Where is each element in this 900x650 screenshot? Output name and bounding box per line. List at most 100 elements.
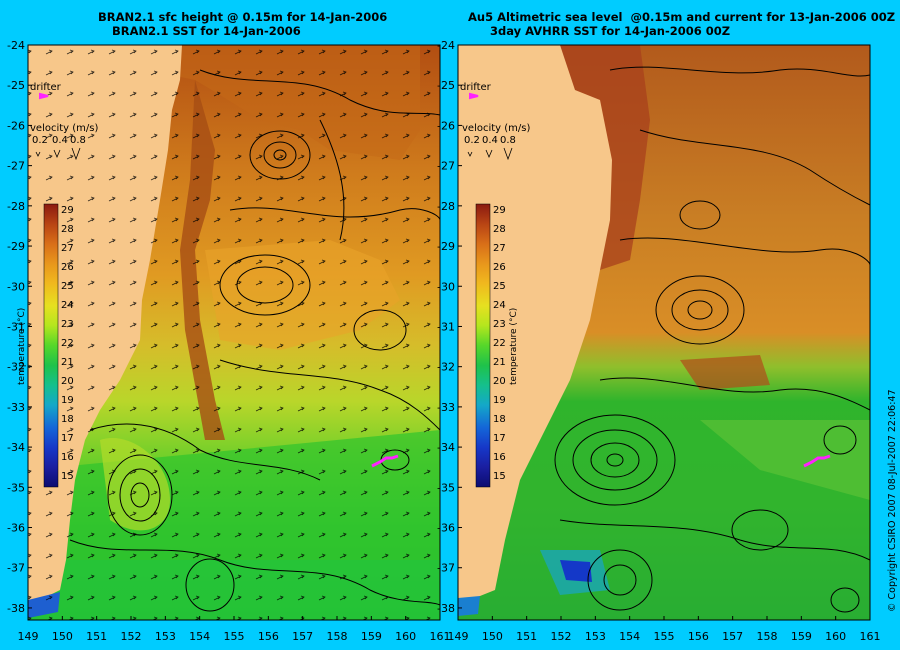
- cbar-tick: 18: [493, 414, 506, 425]
- lon-tick-label: 159: [791, 630, 812, 643]
- left-color-bar: [43, 203, 59, 488]
- lon-tick-label: 155: [224, 630, 245, 643]
- lon-tick-label: 158: [757, 630, 778, 643]
- lat-tick-label: -30: [437, 280, 455, 293]
- left-panel-title: BRAN2.1 sfc height @ 0.15m for 14-Jan-20…: [98, 10, 387, 38]
- cbar-tick: 21: [61, 357, 74, 368]
- lon-tick-label: 155: [654, 630, 675, 643]
- lon-tick-label: 154: [619, 630, 640, 643]
- right-velocity-value-2: 0.4: [482, 135, 498, 146]
- lat-tick-label: -35: [437, 481, 455, 494]
- lon-tick-label: 151: [516, 630, 537, 643]
- cbar-tick: 22: [493, 338, 506, 349]
- left-velocity-label: velocity (m/s): [30, 123, 98, 134]
- lat-tick-label: -24: [437, 39, 455, 52]
- lon-tick-label: 160: [825, 630, 846, 643]
- cbar-tick: 26: [493, 262, 506, 273]
- lon-tick-label: 157: [722, 630, 743, 643]
- left-temperature-label: temperature (°C): [17, 308, 27, 385]
- cbar-tick: 23: [493, 319, 506, 330]
- cbar-tick: 22: [61, 338, 74, 349]
- lon-tick-label: 158: [327, 630, 348, 643]
- lat-tick-label: -37: [7, 562, 25, 575]
- lat-tick-label: -34: [7, 441, 25, 454]
- lat-tick-label: -26: [7, 119, 25, 132]
- lat-tick-label: -26: [437, 119, 455, 132]
- lon-tick-label: 151: [86, 630, 107, 643]
- cbar-tick: 24: [493, 300, 506, 311]
- lon-tick-label: 153: [155, 630, 176, 643]
- right-velocity-label: velocity (m/s): [462, 123, 530, 134]
- left-map-panel: [28, 45, 441, 620]
- cbar-tick: 27: [493, 243, 506, 254]
- cbar-tick: 25: [493, 281, 506, 292]
- left-velocity-value-1: 0.2: [32, 135, 48, 146]
- cbar-tick: 29: [61, 205, 74, 216]
- left-velocity-arrows: [35, 147, 81, 161]
- lat-tick-label: -27: [437, 160, 455, 173]
- lat-tick-label: -29: [437, 240, 455, 253]
- right-velocity-value-3: 0.8: [500, 135, 516, 146]
- cbar-tick: 18: [61, 414, 74, 425]
- left-velocity-value-3: 0.8: [70, 135, 86, 146]
- lon-tick-label: 150: [482, 630, 503, 643]
- lat-tick-label: -38: [7, 602, 25, 615]
- lat-tick-label: -31: [7, 320, 25, 333]
- cbar-tick: 25: [61, 281, 74, 292]
- lon-tick-label: 154: [189, 630, 210, 643]
- lat-tick-label: -36: [7, 522, 25, 535]
- lon-tick-label: 161: [430, 630, 451, 643]
- right-velocity-arrows: [467, 147, 513, 161]
- lat-tick-label: -27: [7, 160, 25, 173]
- cbar-tick: 21: [493, 357, 506, 368]
- drifter-tracks: [371, 454, 831, 468]
- lat-tick-label: -31: [437, 320, 455, 333]
- cbar-tick: 29: [493, 205, 506, 216]
- right-map-panel: [458, 45, 871, 620]
- right-cbar-ticks: 29 28 27 26 25 24 23 22 21 20 19 18 17 1…: [493, 205, 506, 482]
- lat-tick-label: -32: [437, 361, 455, 374]
- right-drifter-label: drifter: [460, 82, 492, 93]
- cbar-tick: 24: [61, 300, 74, 311]
- right-panel-title: Au5 Altimetric sea level @0.15m and curr…: [468, 10, 895, 38]
- lon-tick-label: 152: [121, 630, 142, 643]
- lon-tick-label: 156: [688, 630, 709, 643]
- lat-tick-label: -34: [437, 441, 455, 454]
- left-axes: -24 -25 -26 -27 -28 -29 -30 -31 -32 -33 -34 -35 -36 -…: [7, 39, 450, 643]
- lon-tick-label: 152: [551, 630, 572, 643]
- lat-tick-label: -36: [437, 522, 455, 535]
- cbar-tick: 17: [61, 433, 74, 444]
- cbar-tick: 19: [61, 395, 74, 406]
- lat-tick-label: -38: [437, 602, 455, 615]
- cbar-tick: 15: [61, 471, 74, 482]
- lat-tick-label: -29: [7, 240, 25, 253]
- copyright-text: © Copyright CSIRO 2007 08-Jul-2007 22:06…: [887, 389, 898, 612]
- left-title-line2: BRAN2.1 SST for 14-Jan-2006: [112, 24, 301, 38]
- cbar-tick: 27: [61, 243, 74, 254]
- right-axes: -24 -25 -26 -27 -28 -29 -30 -31 -32 -33 -34 -35 -36 -…: [437, 39, 880, 643]
- cbar-tick: 20: [61, 376, 74, 387]
- cbar-tick: 28: [493, 224, 506, 235]
- cbar-tick: 16: [493, 452, 506, 463]
- right-land: [458, 45, 612, 602]
- lon-tick-label: 160: [395, 630, 416, 643]
- cbar-tick: 23: [61, 319, 74, 330]
- right-temperature-label: temperature (°C): [509, 308, 519, 385]
- cbar-tick: 17: [493, 433, 506, 444]
- lat-tick-label: -28: [437, 200, 455, 213]
- cbar-tick: 15: [493, 471, 506, 482]
- left-cbar-ticks: 29 28 27 26 25 24 23 22 21 20 19 18 17 1…: [61, 205, 74, 482]
- cbar-tick: 19: [493, 395, 506, 406]
- lon-tick-label: 159: [361, 630, 382, 643]
- lon-tick-label: 149: [18, 630, 39, 643]
- lat-tick-label: -32: [7, 361, 25, 374]
- lat-tick-label: -33: [437, 401, 455, 414]
- right-title-line2: 3day AVHRR SST for 14-Jan-2006 00Z: [490, 24, 731, 38]
- lon-tick-label: 149: [448, 630, 469, 643]
- right-color-bar: [475, 203, 491, 488]
- left-legend: drifter velocity (m/s) 0.2 0.4 0.8 tempe…: [17, 82, 98, 488]
- lon-tick-label: 156: [258, 630, 279, 643]
- cbar-tick: 26: [61, 262, 74, 273]
- right-legend: drifter velocity (m/s) 0.2 0.4 0.8 tempe…: [460, 82, 530, 488]
